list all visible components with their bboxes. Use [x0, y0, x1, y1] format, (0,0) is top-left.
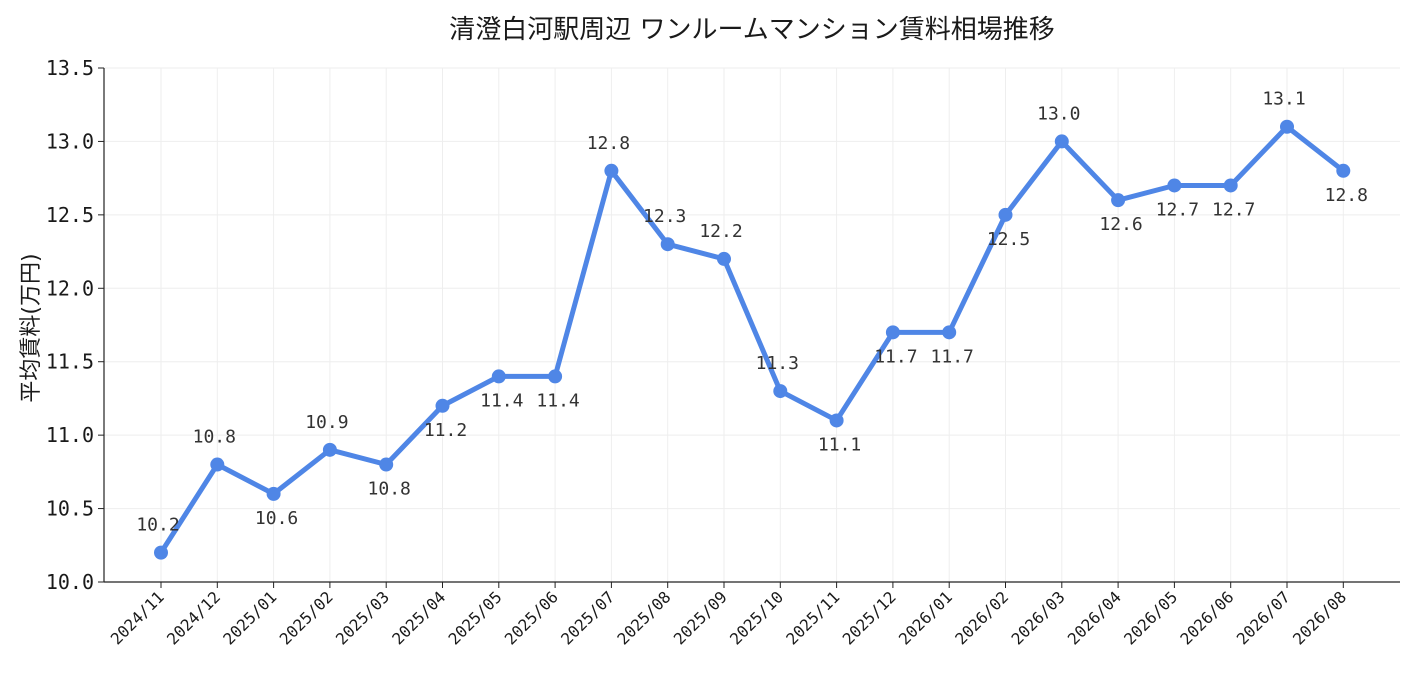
data-label: 12.6: [1099, 214, 1142, 235]
y-tick-label: 13.5: [46, 56, 94, 80]
data-point: [1336, 163, 1351, 178]
data-point: [435, 398, 450, 413]
x-tick-label: 2025/09: [670, 587, 731, 648]
data-point: [491, 369, 506, 384]
x-tick-label: 2026/07: [1233, 587, 1294, 648]
data-label: 11.4: [480, 390, 523, 411]
data-label: 11.7: [874, 346, 917, 367]
data-labels: 10.2 10.8 10.6 10.9 10.8 11.2 11.4 11.4 12.8 12.3…: [136, 89, 1368, 536]
y-tick-label: 13.0: [46, 129, 94, 153]
data-point: [322, 442, 337, 457]
data-label: 11.3: [756, 353, 799, 374]
data-label: 10.6: [255, 508, 298, 529]
data-point: [154, 545, 168, 560]
data-point: [266, 486, 281, 501]
data-label: 11.4: [536, 390, 579, 411]
data-point: [1167, 178, 1182, 193]
data-label: 12.8: [587, 133, 630, 154]
data-label: 12.3: [643, 206, 686, 227]
y-tick-label: 12.5: [46, 203, 94, 227]
y-axis-label: 平均賃料(万円): [19, 253, 44, 402]
y-tick-label: 11.0: [46, 423, 94, 447]
data-point: [1054, 134, 1069, 149]
x-tick-label: 2026/05: [1120, 587, 1181, 648]
y-axis-ticks: 10.0 10.5 11.0 11.5 12.0 12.5 13.0 13.5: [46, 56, 104, 594]
x-tick-label: 2025/03: [332, 587, 393, 648]
y-tick-label: 10.5: [46, 497, 94, 521]
data-point: [717, 251, 731, 266]
x-tick-label: 2026/08: [1289, 587, 1350, 648]
x-tick-label: 2025/06: [501, 587, 562, 648]
x-tick-label: 2025/10: [726, 587, 787, 648]
data-label: 13.1: [1262, 89, 1305, 110]
data-point: [885, 325, 900, 340]
data-label: 11.1: [818, 434, 861, 455]
data-point: [773, 384, 788, 399]
data-label: 12.2: [699, 221, 742, 242]
x-tick-label: 2026/04: [1064, 587, 1125, 648]
axes: [103, 68, 1400, 583]
x-tick-label: 2025/12: [839, 587, 900, 648]
data-label: 12.7: [1212, 199, 1255, 220]
x-tick-label: 2025/04: [388, 587, 449, 648]
x-tick-label: 2025/07: [557, 587, 618, 648]
data-label: 10.2: [136, 515, 179, 536]
x-tick-label: 2024/12: [163, 587, 224, 648]
data-point: [1111, 193, 1126, 208]
data-label: 12.5: [987, 229, 1030, 250]
data-point: [660, 237, 675, 252]
data-point: [942, 325, 957, 340]
x-tick-label: 2026/01: [895, 587, 956, 648]
x-tick-label: 2025/02: [276, 587, 337, 648]
data-label: 12.7: [1156, 199, 1199, 220]
data-point: [1280, 119, 1294, 134]
data-point: [210, 457, 225, 472]
data-point: [604, 163, 619, 178]
x-axis-ticks: 2024/112024/122025/012025/022025/032025/…: [107, 582, 1350, 649]
y-tick-label: 12.0: [46, 276, 94, 300]
data-label: 12.8: [1325, 185, 1368, 206]
x-tick-label: 2025/01: [219, 587, 280, 648]
x-tick-label: 2025/11: [782, 587, 843, 648]
grid-lines: [104, 67, 1400, 583]
y-tick-label: 10.0: [46, 570, 94, 594]
data-label: 10.8: [368, 479, 411, 500]
chart-title: 清澄白河駅周辺 ワンルームマンション賃料相場推移: [449, 15, 1055, 45]
x-tick-label: 2026/06: [1176, 587, 1237, 648]
x-tick-label: 2024/11: [107, 587, 168, 648]
data-label: 11.7: [931, 346, 974, 367]
data-point: [829, 413, 844, 428]
x-tick-label: 2026/03: [1008, 587, 1069, 648]
x-tick-label: 2025/08: [613, 587, 674, 648]
data-point: [998, 207, 1013, 222]
x-tick-label: 2026/02: [951, 587, 1012, 648]
data-label: 10.9: [305, 412, 348, 433]
data-point: [379, 457, 394, 472]
x-tick-label: 2025/05: [445, 587, 506, 648]
data-point: [548, 369, 563, 384]
series-rent: [154, 119, 1351, 560]
data-label: 13.0: [1037, 103, 1080, 124]
data-label: 10.8: [193, 427, 236, 448]
y-tick-label: 11.5: [46, 350, 94, 374]
data-point: [1223, 178, 1238, 193]
data-label: 11.2: [424, 420, 467, 441]
series-line: [158, 124, 1346, 556]
